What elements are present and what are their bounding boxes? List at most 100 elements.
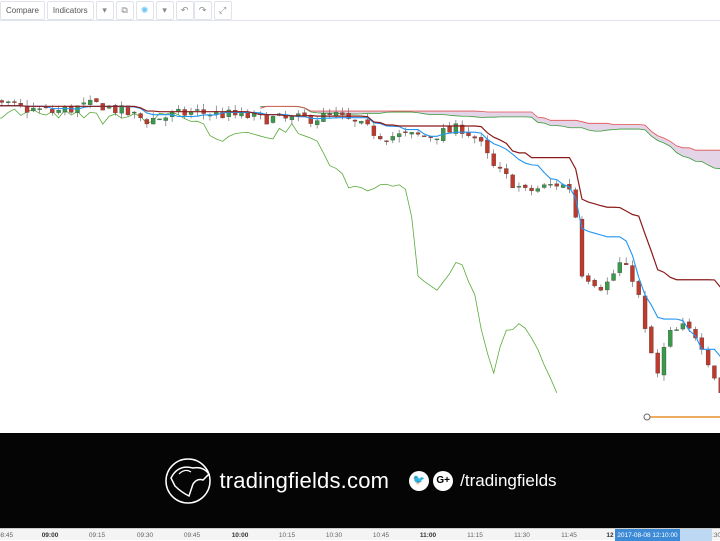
candle-body xyxy=(680,323,686,330)
candle-body xyxy=(81,102,86,105)
candle-body xyxy=(548,184,553,186)
candle-body xyxy=(649,326,654,354)
time-tick: 09:45 xyxy=(183,532,201,539)
redo-icon[interactable]: ↷ xyxy=(193,0,212,20)
conversion-line xyxy=(0,105,720,357)
undo-icon[interactable]: ↶ xyxy=(175,0,194,20)
candle-body xyxy=(428,136,433,138)
candle-body xyxy=(157,118,162,121)
candle-body xyxy=(699,337,704,350)
candle-body xyxy=(182,109,187,116)
time-tick: 12:30 xyxy=(704,532,720,539)
candle-body xyxy=(94,98,99,102)
light-bulb-icon[interactable]: ✺ xyxy=(135,0,154,20)
candle-body xyxy=(12,101,17,103)
candle-body xyxy=(478,137,484,142)
candle-body xyxy=(308,115,313,124)
ichimoku-cloud xyxy=(260,106,720,169)
candle-body xyxy=(119,105,124,114)
time-tick: 10:00 xyxy=(231,532,249,539)
toolbar: Compare Indicators ▾ ⧉ ✺ ▾ ↶ ↷ ⤢ xyxy=(0,0,720,21)
leading-span-a-line xyxy=(260,105,720,169)
candle-body xyxy=(50,109,55,113)
indicators-dropdown-icon[interactable]: ▾ xyxy=(95,0,114,20)
candle-body xyxy=(340,112,345,115)
lagging-span-line xyxy=(0,108,558,393)
compare-button[interactable]: Compare xyxy=(0,0,45,20)
candle-body xyxy=(485,139,490,154)
candle-body xyxy=(264,114,269,125)
candle-body xyxy=(0,100,4,103)
twitter-icon[interactable]: 🐦 xyxy=(409,470,430,491)
candle-body xyxy=(516,186,522,188)
time-tick: 10:15 xyxy=(278,532,296,539)
candle-body xyxy=(56,110,61,113)
candle-body xyxy=(453,123,459,134)
candle-body xyxy=(623,263,629,265)
candle-body xyxy=(472,136,477,139)
candle-body xyxy=(642,295,648,329)
chart-template-icon[interactable]: ⧉ xyxy=(115,0,134,20)
candle-body xyxy=(592,279,597,287)
base-line xyxy=(0,105,720,288)
candle-body xyxy=(87,99,93,105)
candle-body xyxy=(352,119,358,122)
time-axis[interactable]: 12:30 12 11:45 11:30 11:15 11:00 10:45 10:30 10:… xyxy=(0,528,720,541)
candle-body xyxy=(542,184,547,188)
drawing-handle[interactable] xyxy=(643,413,651,421)
candle-body xyxy=(687,321,692,329)
candle-body xyxy=(144,119,150,125)
time-tick: 11:45 xyxy=(561,532,577,539)
candle-body xyxy=(510,174,515,189)
candle-body xyxy=(18,103,23,106)
candle-body xyxy=(138,113,143,118)
promo-banner: tradingfields.com 🐦 G+ /tradingfields xyxy=(0,433,720,528)
candle-body xyxy=(176,108,181,112)
compare-label: Compare xyxy=(6,5,39,15)
time-tick: 09:15 xyxy=(88,532,106,539)
candle-body xyxy=(661,347,667,376)
candle-body xyxy=(630,265,635,282)
candle-body xyxy=(611,273,616,281)
candle-body xyxy=(718,377,720,393)
candle-body xyxy=(365,119,370,125)
indicators-button[interactable]: Indicators xyxy=(46,0,94,20)
candle-body xyxy=(554,183,559,187)
candle-body xyxy=(226,109,232,117)
candle-body xyxy=(598,286,604,291)
indicators-label: Indicators xyxy=(52,5,88,15)
time-tick: 10:30 xyxy=(325,532,343,539)
price-chart[interactable] xyxy=(0,22,720,433)
candle-body xyxy=(705,350,711,366)
candle-body xyxy=(195,109,200,111)
candle-body xyxy=(579,218,585,277)
candle-body xyxy=(245,112,250,118)
candle-body xyxy=(62,106,68,113)
candle-body xyxy=(151,118,156,125)
dropdown-arrow-icon[interactable]: ▾ xyxy=(155,0,174,20)
time-tick: 12 xyxy=(606,532,614,539)
candle-body xyxy=(378,136,383,140)
candle-body xyxy=(409,132,414,135)
candle-body xyxy=(491,153,496,166)
time-tick: 11:15 xyxy=(467,532,483,539)
candle-body xyxy=(270,116,276,123)
google-plus-icon[interactable]: G+ xyxy=(433,470,454,491)
candle-body xyxy=(359,121,364,124)
time-tick: 08:45 xyxy=(0,532,14,539)
time-tick: 09:00 xyxy=(41,532,59,539)
time-tick: 11:30 xyxy=(514,532,530,539)
social-handle: /tradingfields xyxy=(460,470,557,490)
candle-body xyxy=(113,105,118,114)
candle-body xyxy=(586,275,591,282)
candle-body xyxy=(668,330,673,347)
candle-body xyxy=(712,365,717,379)
candle-body xyxy=(321,113,326,122)
candle-body xyxy=(447,126,452,133)
candle-body xyxy=(384,140,389,142)
candle-body xyxy=(617,262,622,273)
candle-body xyxy=(31,107,36,112)
fullscreen-icon[interactable]: ⤢ xyxy=(213,0,232,20)
time-tick: 10:45 xyxy=(372,532,390,539)
candle-body xyxy=(333,112,339,116)
